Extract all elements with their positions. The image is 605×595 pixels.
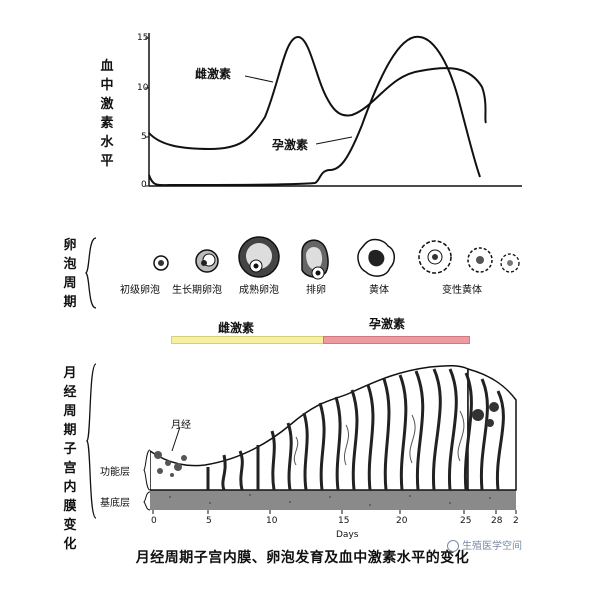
progesterone-curve-label: 孕激素	[272, 138, 309, 152]
follicle-cycle-axis-title: 卵泡周期	[63, 238, 77, 310]
degenerating-corpus-luteum-3	[500, 253, 520, 273]
estrogen-curve-label: 雌激素	[195, 67, 232, 81]
ovulation-follicle	[301, 239, 329, 280]
primary-follicle	[153, 255, 169, 271]
estrogen-curve	[148, 35, 487, 151]
day-tick-2: 2	[513, 516, 519, 526]
progesterone-pointer	[316, 136, 353, 145]
y-tick-0: 0	[141, 180, 147, 190]
progesterone-phase-bar	[323, 336, 470, 344]
degenerating-corpus-luteum	[418, 240, 452, 274]
endometrium-brace	[86, 363, 97, 519]
stage-label-ovulation: 排卵	[306, 285, 326, 296]
blood-pools	[472, 402, 499, 427]
watermark: 生殖医学空间	[447, 537, 522, 552]
y-tick-15: 15	[137, 33, 149, 43]
stage-label-degenerating: 变性黄体	[442, 285, 482, 296]
endometrium-axis-title: 月经周期子宫内膜变化	[63, 366, 77, 552]
day-tick-5: 5	[206, 516, 212, 526]
follicle-stages-illustration	[153, 236, 520, 280]
degenerating-corpus-luteum-2	[467, 247, 493, 273]
corpus-luteum	[357, 238, 395, 277]
progesterone-curve	[148, 35, 481, 187]
day-tick-25: 25	[460, 516, 472, 526]
watermark-text: 生殖医学空间	[462, 541, 522, 552]
estrogen-phase-label: 雌激素	[218, 321, 255, 335]
mature-follicle	[238, 236, 280, 278]
days-axis-label: Days	[336, 530, 359, 540]
y-tick-5: 5	[141, 132, 147, 142]
y-tick-10: 10	[137, 83, 149, 93]
figure-caption: 月经周期子宫内膜、卵泡发育及血中激素水平的变化	[135, 550, 470, 566]
basal-layer-label: 基底层	[100, 498, 130, 509]
day-tick-20: 20	[396, 516, 408, 526]
day-tick-28: 28	[491, 516, 503, 526]
endometrial-glands	[206, 368, 505, 491]
hormone-level-axis-title: 血中激素水平	[100, 59, 114, 169]
follicle-brace	[84, 237, 97, 309]
day-tick-10: 10	[266, 516, 278, 526]
stage-label-mature: 成熟卵泡	[239, 285, 279, 296]
progesterone-phase-label: 孕激素	[369, 317, 406, 331]
estrogen-pointer	[245, 75, 274, 83]
basal-layer	[150, 490, 516, 510]
growing-follicle	[195, 249, 219, 273]
day-tick-15: 15	[338, 516, 350, 526]
layer-braces	[143, 449, 151, 511]
day-tick-0: 0	[151, 516, 157, 526]
stage-label-corpus-luteum: 黄体	[369, 285, 389, 296]
hormone-chart	[145, 33, 522, 187]
estrogen-phase-bar	[171, 336, 325, 344]
endometrium-illustration	[150, 364, 517, 514]
menstrual-debris	[154, 451, 187, 477]
functional-layer-label: 功能层	[100, 467, 130, 478]
watermark-icon	[447, 540, 459, 552]
menstruation-label: 月经	[171, 420, 191, 431]
stage-label-growing: 生长期卵泡	[172, 285, 222, 296]
stage-label-primary: 初级卵泡	[120, 285, 160, 296]
spiral-gland-outlines	[293, 410, 465, 466]
